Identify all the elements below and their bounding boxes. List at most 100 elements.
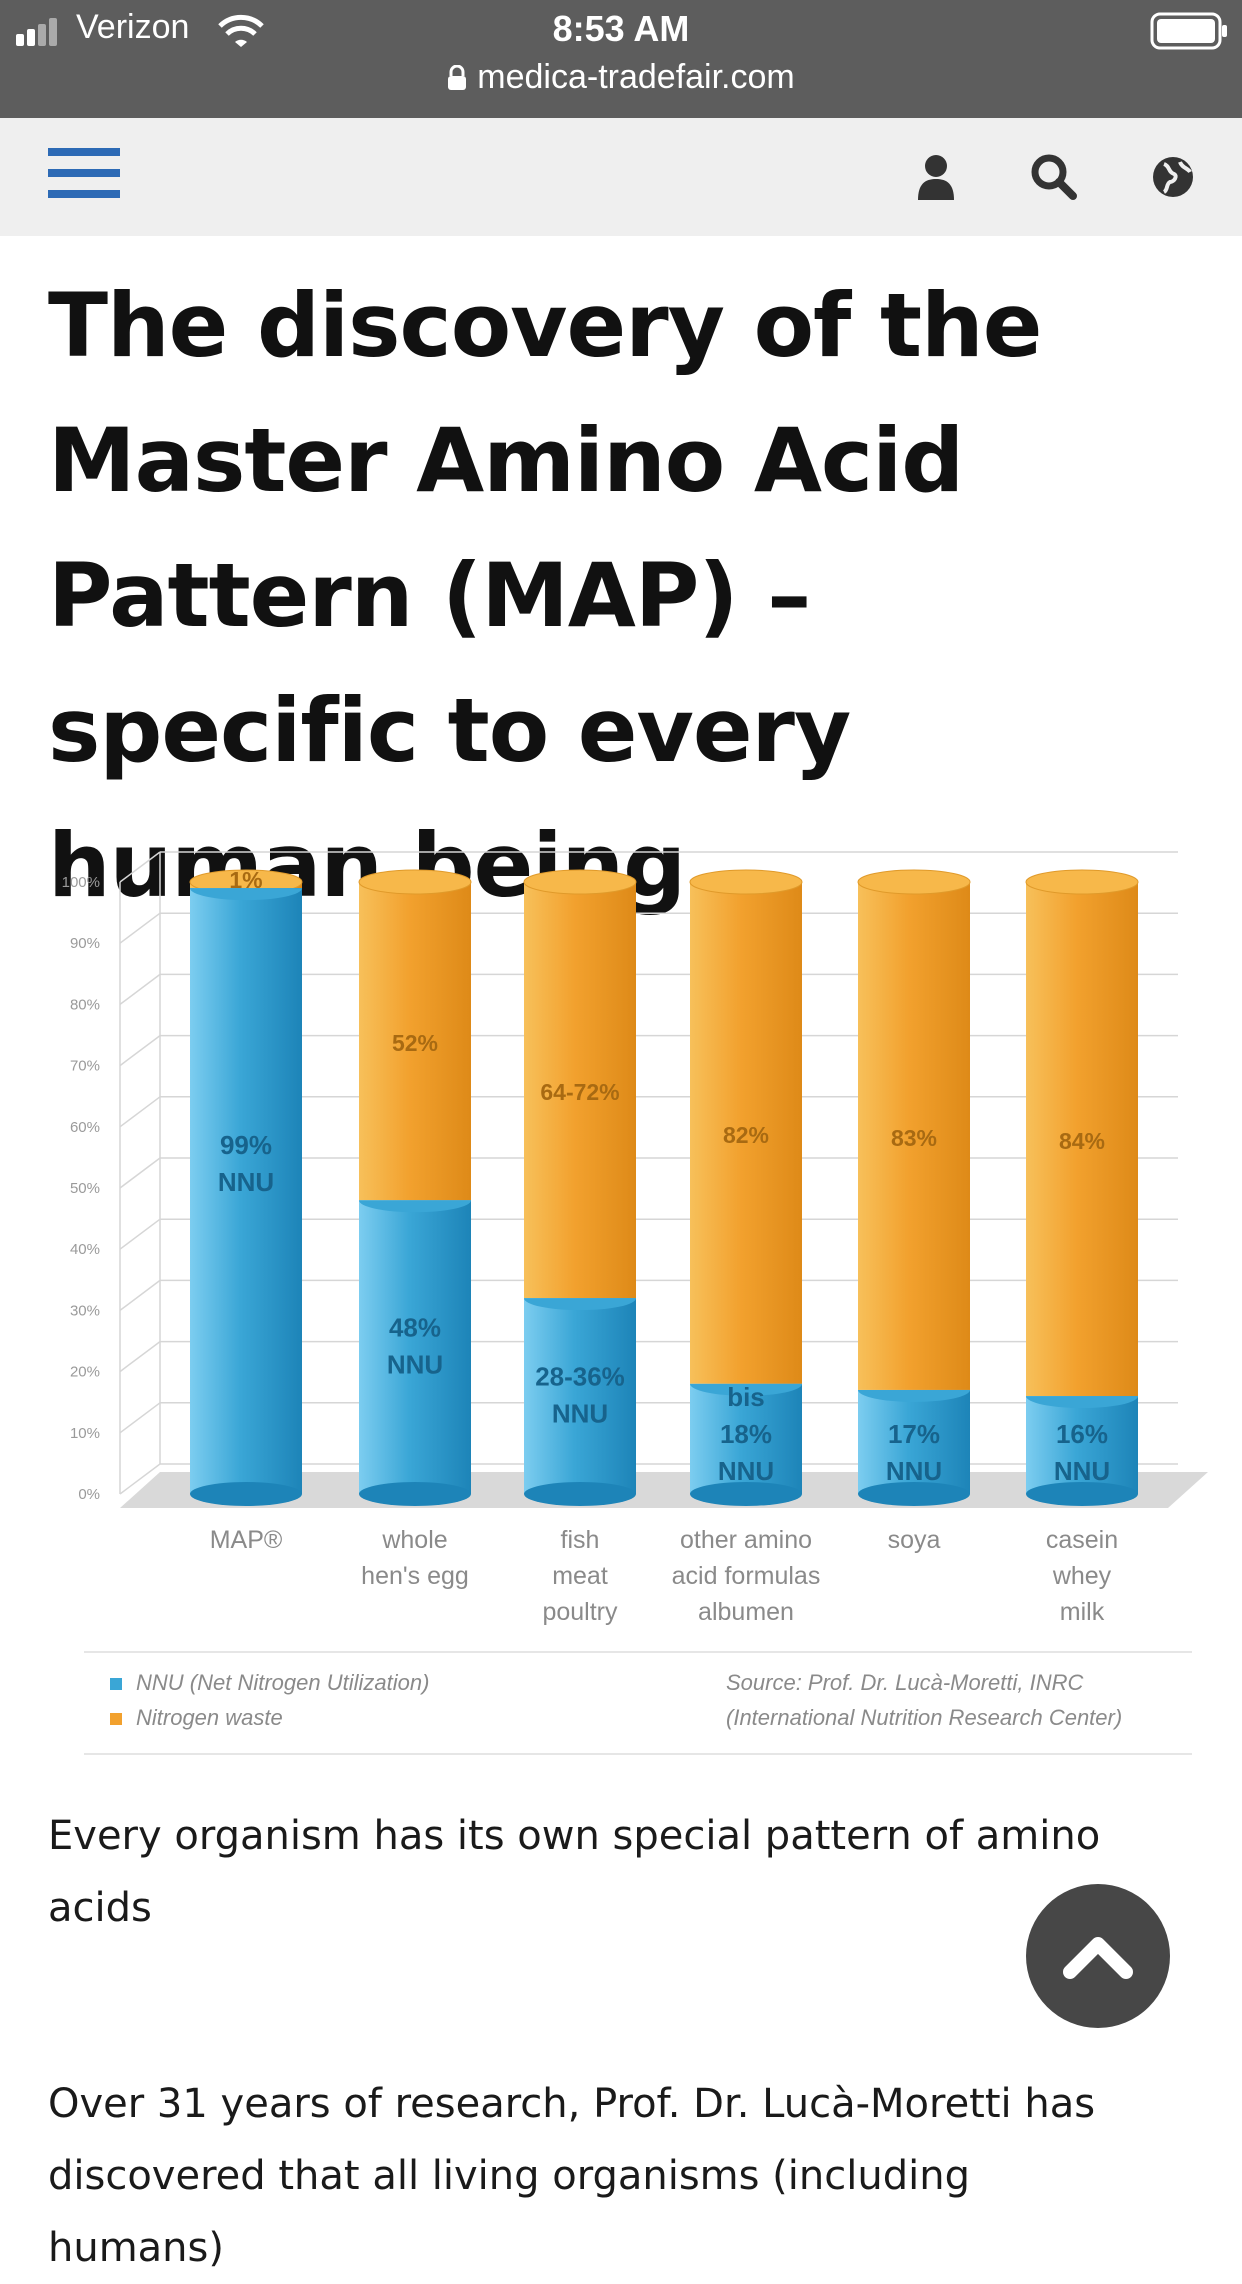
nnu-label: 28-36% [535,1362,625,1392]
nnu-label: 18% [720,1419,772,1449]
legend-swatch-waste [110,1713,122,1725]
gridline-depth [119,1402,161,1434]
y-tick-label: 20% [70,1364,100,1381]
gridline-depth [119,1218,161,1250]
amino-acid-chart: 0% 10% 20% 30% 40% 50% 60% 70% 80% 90% 100% 1% 99% NN… [62,851,1208,1755]
nnu-label: NNU [552,1399,608,1429]
bar-top-cap [358,869,472,895]
nnu-label: NNU [1054,1456,1110,1486]
bar-nitrogen-waste [858,882,970,1390]
bar-base [1026,1482,1138,1506]
category-label: milk [1060,1598,1105,1626]
site-navbar [0,118,1242,236]
nnu-label: NNU [886,1456,942,1486]
article-paragraph-2: Over 31 years of research, Prof. Dr. Luc… [48,2081,1096,2271]
waste-label: 84% [1059,1128,1105,1154]
gridline-depth [119,1096,161,1128]
bar-nnu [190,888,302,1494]
nnu-label: 16% [1056,1419,1108,1449]
bar-nitrogen-waste [524,882,636,1299]
bar-base [690,1482,802,1506]
y-tick-label: 80% [70,996,100,1013]
bar-base [858,1482,970,1506]
nnu-label: bis [727,1382,765,1412]
category-label: soya [888,1526,941,1554]
bar-split-edge [359,1200,471,1213]
search-icon[interactable] [1025,148,1083,206]
chart-source: Source: Prof. Dr. Lucà-Moretti, INRC [726,1670,1084,1695]
gridline-depth [119,1279,161,1311]
bar-base [359,1482,471,1506]
nnu-label: NNU [718,1456,774,1486]
y-tick-label: 60% [70,1119,100,1136]
legend-label-waste: Nitrogen waste [136,1705,283,1730]
chevron-up-icon [1063,1937,1133,1979]
url-text: medica-tradefair.com [477,58,795,96]
bar-split-edge [524,1298,636,1311]
wifi-icon [218,14,264,47]
waste-label: 83% [891,1125,937,1151]
bar-nitrogen-waste [690,882,802,1384]
y-tick-label: 70% [70,1058,100,1075]
menu-icon[interactable] [48,148,120,206]
category-label: poultry [542,1598,618,1626]
legend-swatch-nnu [110,1678,122,1690]
status-bar: Verizon 8:53 AM medica-tradefair.com [0,0,1242,118]
nnu-label: 99% [220,1130,272,1160]
bar-split-edge [190,888,302,901]
waste-label: 1% [229,867,262,893]
signal-icon [16,18,57,46]
clock: 8:53 AM [552,8,690,49]
user-icon[interactable] [907,148,965,206]
gridline-depth [119,1035,161,1067]
globe-icon[interactable] [1144,148,1202,206]
waste-label: 64-72% [540,1079,619,1105]
bar-split-edge [858,1389,970,1402]
category-label: MAP® [210,1526,283,1554]
nnu-label: NNU [218,1167,274,1197]
category-label: acid formulas [672,1562,821,1590]
address-bar[interactable]: medica-tradefair.com [0,58,1242,97]
category-label: whole [381,1526,447,1554]
waste-label: 52% [392,1030,438,1056]
nnu-label: NNU [387,1350,443,1380]
battery-icon [1150,12,1227,50]
gridline-depth [119,1340,161,1373]
gridline-depth [119,1157,161,1189]
category-label: casein [1046,1526,1118,1554]
y-tick-label: 0% [78,1486,100,1503]
y-tick-label: 50% [70,1180,100,1197]
bar-nnu [524,1298,636,1494]
y-tick-label: 30% [70,1302,100,1319]
scroll-to-top-button[interactable] [1026,1884,1170,2028]
gridline-depth [119,912,161,944]
bar-top-cap [689,869,803,895]
nnu-label: 48% [389,1313,441,1343]
bar-nitrogen-waste [359,882,471,1201]
bar-split-edge [690,1383,802,1396]
y-tick-label: 100% [62,874,100,891]
bar-nitrogen-waste [1026,882,1138,1397]
y-tick-label: 10% [70,1425,100,1442]
bar-top-cap [857,869,971,895]
chart-source: (International Nutrition Research Center… [726,1705,1122,1730]
bar-top-cap [523,869,637,895]
category-label: meat [552,1562,608,1590]
gridline-depth [119,851,161,883]
waste-label: 82% [723,1122,769,1148]
category-label: albumen [698,1598,794,1626]
bar-base [190,1482,302,1506]
lock-icon [448,64,467,90]
legend-label-nnu: NNU (Net Nitrogen Utilization) [136,1670,429,1695]
y-tick-label: 90% [70,935,100,952]
article-paragraph-1: Every organism has its own special patte… [48,1813,1101,1931]
bar-base [524,1482,636,1506]
category-label: fish [561,1526,600,1554]
category-label: whey [1052,1562,1112,1590]
category-label: other amino [680,1526,812,1554]
bar-nnu [359,1200,471,1494]
bar-nnu [690,1383,802,1494]
gridline-depth [119,1463,161,1495]
carrier-name: Verizon [76,8,190,46]
y-tick-label: 40% [70,1241,100,1258]
